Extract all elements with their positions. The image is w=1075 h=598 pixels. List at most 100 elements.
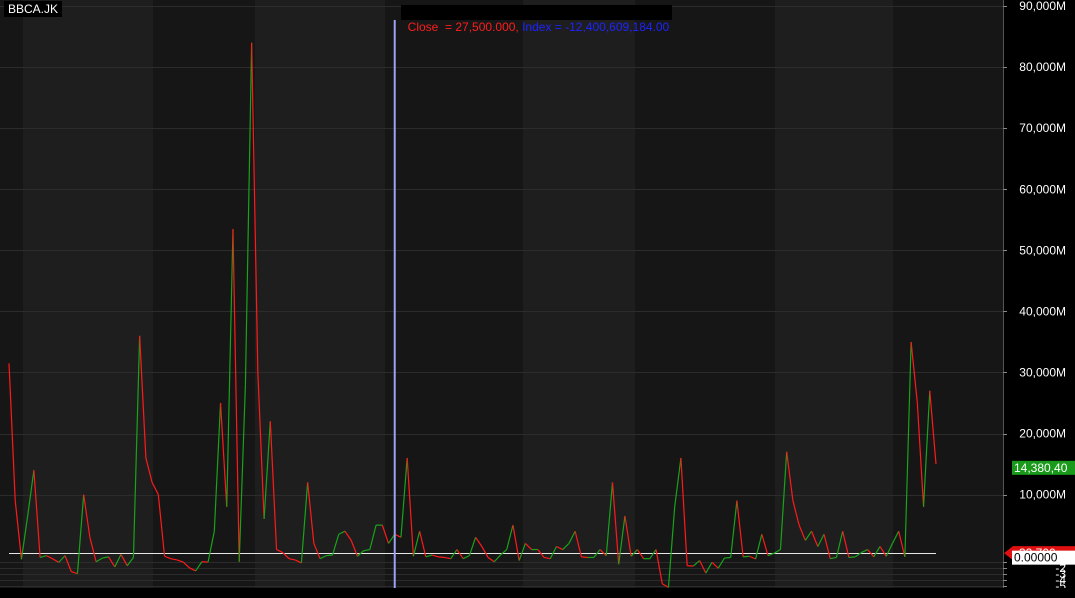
- series-segment: [867, 549, 875, 558]
- series-segment: [83, 494, 91, 538]
- series-segment: [182, 561, 190, 569]
- series-segment: [189, 567, 196, 572]
- series-segment: [835, 531, 844, 558]
- value-tag: 0.00000: [1012, 550, 1075, 565]
- series-segment: [288, 558, 296, 561]
- series-segment: [294, 559, 302, 564]
- series-segment: [922, 390, 931, 507]
- y-tick-label: 70,000M: [1019, 121, 1066, 135]
- series-segment: [20, 515, 29, 560]
- series-segment: [139, 335, 147, 458]
- series-segment: [195, 561, 203, 572]
- series-segment: [102, 556, 109, 559]
- series-segment: [717, 557, 725, 569]
- y-tick-label: 20,000M: [1019, 427, 1066, 441]
- value-tags: 14,380,4032,7000.00000: [1004, 460, 1075, 565]
- series-segment: [487, 556, 495, 563]
- series-segment: [730, 500, 738, 558]
- series-segment: [251, 42, 259, 373]
- series-segment: [524, 542, 533, 550]
- series-segment: [667, 506, 676, 588]
- series-segment: [804, 530, 813, 541]
- y-tick-label: -5: [1055, 579, 1066, 593]
- series-segment: [593, 549, 601, 558]
- series-segment: [904, 341, 912, 557]
- series-segment: [58, 555, 66, 563]
- series-segment: [114, 554, 122, 568]
- series-segment: [450, 549, 458, 560]
- value-tag-bg: [1012, 460, 1075, 475]
- y-tick-label: 30,000M: [1019, 365, 1066, 379]
- readout-bar: Close = 27,500.000, Index = -12,400,609,…: [401, 5, 673, 34]
- y-tick-label: -3: [1055, 567, 1066, 581]
- series-segment: [636, 549, 645, 560]
- series-segment: [64, 555, 72, 572]
- time-band: [255, 0, 385, 588]
- series-segment: [581, 556, 588, 559]
- series-segment: [724, 556, 731, 559]
- series-segment: [754, 534, 763, 560]
- series-segment: [331, 534, 340, 556]
- series-segment: [929, 390, 937, 465]
- y-tick-label: 90,000M: [1019, 0, 1066, 13]
- series-segment: [52, 558, 60, 563]
- series-segment: [132, 335, 141, 558]
- series-segment: [885, 543, 893, 557]
- series-segment: [425, 554, 433, 558]
- series-segment: [481, 546, 489, 558]
- series-segment: [46, 555, 53, 560]
- series-segment: [444, 556, 451, 560]
- series-segment: [611, 482, 620, 565]
- series-segment: [76, 494, 85, 574]
- series-segment: [8, 363, 16, 501]
- series-segment: [145, 457, 153, 483]
- time-band: [385, 0, 523, 588]
- series-segment: [170, 558, 178, 561]
- series-segment: [71, 570, 78, 575]
- series-segment: [624, 515, 632, 557]
- series-segment: [326, 554, 333, 557]
- series-segment: [817, 533, 825, 547]
- series-segment: [568, 530, 576, 544]
- series-segment: [705, 562, 713, 574]
- series-segment: [574, 531, 582, 558]
- series-segment: [605, 482, 614, 556]
- series-segment: [618, 515, 626, 565]
- series-segment: [898, 531, 906, 558]
- y-tick-label: -4: [1055, 573, 1066, 587]
- series-segment: [95, 557, 103, 563]
- series-segment: [599, 549, 607, 557]
- series-segment: [562, 542, 570, 550]
- bottom-strip: [0, 588, 1075, 598]
- series-segment: [33, 470, 41, 558]
- series-line: [8, 42, 937, 588]
- series-segment: [338, 530, 346, 535]
- series-segment: [916, 402, 925, 507]
- series-segment: [500, 549, 508, 556]
- series-segment: [830, 556, 837, 560]
- series-segment: [344, 530, 352, 541]
- series-segment: [282, 552, 290, 560]
- series-segment: [108, 556, 116, 568]
- time-bands: [0, 0, 1003, 588]
- y-tick-label: 40,000M: [1019, 304, 1066, 318]
- series-segment: [350, 540, 358, 557]
- series-segment: [126, 557, 134, 567]
- series-segment: [773, 549, 781, 554]
- series-segment: [238, 384, 247, 562]
- series-segment: [257, 372, 265, 520]
- series-segment: [854, 552, 862, 558]
- series-segment: [276, 548, 284, 554]
- y-tick-label: 80,000M: [1019, 60, 1066, 74]
- series-segment: [307, 482, 315, 544]
- time-band: [893, 0, 1003, 588]
- index-readout: Index = -12,400,609,184.00: [518, 20, 670, 34]
- series-segment: [699, 560, 707, 574]
- series-segment: [848, 556, 856, 559]
- series-segment: [263, 421, 271, 520]
- series-segment: [749, 555, 756, 560]
- series-segment: [313, 543, 321, 559]
- time-band: [23, 0, 153, 588]
- series-segment: [14, 500, 23, 560]
- time-band: [523, 0, 635, 588]
